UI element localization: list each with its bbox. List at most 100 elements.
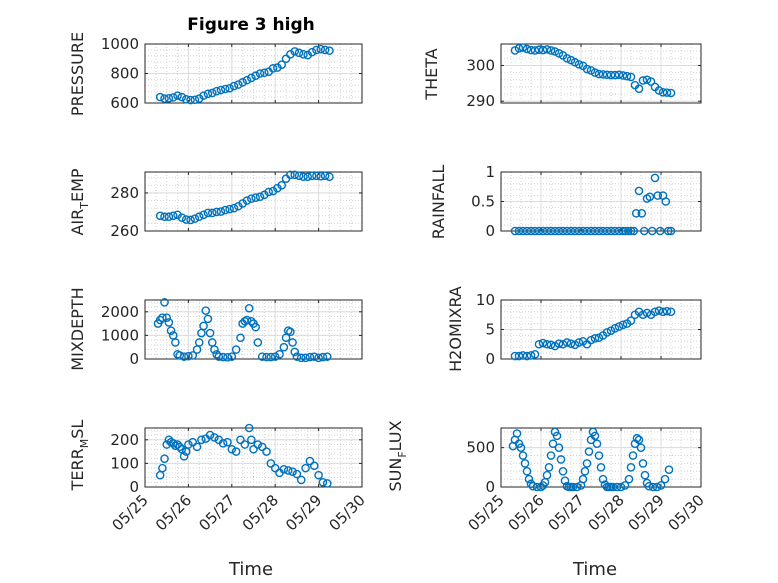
h2omixra-point [566, 339, 576, 348]
air-temp-point [199, 210, 208, 220]
pressure-ytick-label: 800 [110, 65, 139, 83]
sun-flux-xtick-label: 05/28 [585, 491, 628, 534]
air-temp-point [207, 208, 217, 218]
mixdepth-point [262, 352, 271, 362]
sun-flux-point [634, 435, 644, 445]
theta-point [662, 88, 672, 97]
theta-point [626, 72, 636, 82]
terr-msl-xtick-label: 05/26 [152, 491, 195, 534]
theta-point [546, 46, 556, 55]
h2omixra-point [650, 307, 660, 317]
air-temp-point [181, 215, 191, 224]
theta-point [634, 84, 644, 93]
rainfall-point [653, 191, 663, 200]
rainfall-point [526, 226, 536, 236]
h2omixra-point [642, 308, 652, 318]
terr-msl-point [175, 442, 185, 452]
rainfall-subplot: 00.51 [471, 163, 702, 240]
sun-flux-point [554, 443, 564, 452]
theta-point [590, 68, 600, 77]
air-temp-axes-box [144, 171, 363, 232]
terr-msl-point [318, 477, 328, 487]
air-temp-point [194, 212, 204, 222]
theta-point [514, 43, 524, 53]
pressure-point [277, 60, 287, 69]
theta-point [530, 46, 540, 55]
mixdepth-point [242, 315, 252, 325]
pressure-point [325, 46, 334, 55]
h2omixra-point [614, 322, 624, 331]
rainfall-ylabel: RAINFALL [429, 165, 448, 240]
pressure-point [290, 47, 300, 56]
terr-msl-axes-box [144, 427, 363, 488]
sun-flux-point [626, 463, 636, 472]
mixdepth-ytick-label: 0 [129, 350, 139, 368]
sun-flux-point [640, 470, 650, 480]
rainfall-point [590, 226, 600, 236]
theta-point [646, 77, 656, 86]
terr-msl-point [305, 456, 315, 466]
theta-point [614, 70, 624, 80]
terr-msl-point [160, 454, 169, 463]
terr-msl-ylabel: TERRMSL [68, 420, 91, 492]
terr-msl-point [205, 430, 215, 440]
h2omixra-point [522, 351, 532, 361]
sun-flux-point [660, 474, 670, 484]
mixdepth-subplot: 0 1000 2000 [101, 298, 363, 368]
pressure-point [168, 93, 178, 102]
sun-flux-point [520, 459, 530, 468]
pressure-point [312, 45, 321, 55]
air-temp-point [277, 181, 287, 190]
air-temp-point [255, 192, 265, 202]
sun-flux-xtick-label: 05/25 [465, 491, 508, 534]
rainfall-point [602, 226, 612, 236]
rainfall-point [647, 226, 657, 236]
pressure-point [203, 89, 213, 99]
theta-axes-box [500, 43, 702, 104]
theta-point [534, 45, 544, 55]
sun-flux-point [628, 451, 638, 460]
rainfall-point [666, 226, 676, 236]
mixdepth-point [223, 353, 232, 362]
sun-flux-point [546, 451, 556, 460]
mixdepth-point [279, 342, 289, 352]
air-temp-point [303, 172, 313, 182]
terr-msl-xtick-label: 05/29 [282, 491, 325, 534]
theta-point [574, 60, 584, 69]
pressure-point [234, 80, 243, 89]
rainfall-point [550, 226, 560, 236]
rainfall-point [510, 226, 520, 236]
sun-flux-point [632, 433, 642, 443]
rainfall-point [586, 226, 596, 236]
h2omixra-point [534, 339, 544, 349]
sun-flux-point [620, 481, 630, 490]
mixdepth-point [231, 345, 241, 354]
left-time-xlabel: Time [228, 559, 273, 580]
mixdepth-point [175, 351, 185, 360]
rainfall-point [637, 208, 647, 218]
sun-flux-point [532, 482, 542, 492]
sun-flux-point [572, 482, 582, 492]
terr-msl-point [192, 442, 202, 452]
sun-flux-point [594, 451, 604, 460]
mixdepth-point [247, 316, 256, 326]
h2omixra-point [542, 339, 552, 349]
sun-flux-point [558, 466, 568, 476]
terr-msl-point [262, 447, 271, 456]
rainfall-point [621, 226, 631, 236]
terr-msl-point [253, 440, 263, 449]
air-temp-point [212, 207, 221, 217]
sun-flux-point [582, 459, 592, 468]
mixdepth-point [301, 353, 310, 363]
rainfall-point [530, 226, 540, 236]
rainfall-point [558, 226, 568, 236]
air-temp-point [251, 193, 260, 202]
rainfall-point [663, 226, 673, 236]
air-temp-point [168, 211, 178, 221]
pressure-point [260, 68, 269, 78]
terr-msl-point [168, 439, 178, 448]
sun-flux-point [598, 474, 608, 484]
rainfall-point [631, 208, 641, 218]
theta-point [658, 87, 668, 97]
mixdepth-point [305, 352, 315, 362]
